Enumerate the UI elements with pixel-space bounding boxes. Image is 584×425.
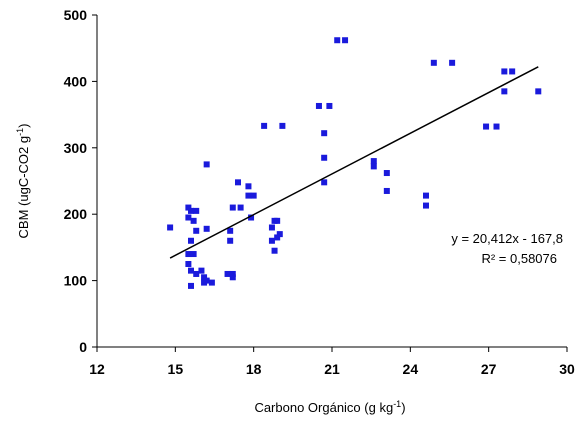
- trendline: [169, 66, 539, 259]
- point: [193, 227, 200, 234]
- point: [370, 158, 377, 165]
- x-axis-label-text: Carbono Orgánico (g kg: [254, 400, 393, 415]
- point: [167, 224, 174, 231]
- trendline-r2: R² = 0,58076: [481, 251, 557, 266]
- point: [383, 187, 390, 194]
- point: [229, 270, 236, 277]
- point: [279, 122, 286, 129]
- point: [315, 102, 322, 109]
- x-tick-label: 27: [481, 361, 497, 377]
- point: [235, 179, 241, 186]
- point: [326, 102, 333, 109]
- point: [423, 202, 429, 209]
- point: [321, 179, 328, 186]
- point: [201, 274, 208, 281]
- y-tick-label: 300: [64, 140, 88, 156]
- point: [190, 251, 197, 258]
- point: [274, 234, 281, 241]
- x-tick-label: 12: [89, 361, 105, 377]
- point: [201, 279, 208, 286]
- point: [268, 224, 275, 231]
- point: [321, 154, 328, 161]
- point: [188, 267, 194, 274]
- x-tick-label: 21: [324, 361, 340, 377]
- point: [276, 231, 283, 238]
- point: [185, 251, 192, 258]
- point: [185, 261, 192, 267]
- point: [274, 217, 281, 224]
- point: [250, 192, 257, 199]
- x-tick-label: 30: [559, 361, 575, 377]
- point: [271, 247, 278, 254]
- point: [449, 59, 456, 66]
- y-tick-label: 0: [79, 339, 87, 355]
- point: [321, 130, 328, 137]
- point: [227, 237, 234, 244]
- point: [501, 88, 508, 95]
- y-axis-label: CBM (ugC-CO2 g-1): [15, 124, 31, 239]
- point: [188, 207, 194, 214]
- x-tick-label: 18: [246, 361, 262, 377]
- y-tick-label: 500: [64, 7, 88, 23]
- point: [185, 204, 192, 211]
- point: [224, 270, 231, 277]
- y-axis-label-end: ): [16, 124, 31, 128]
- point: [245, 192, 252, 199]
- x-axis-label-sup: -1: [393, 399, 401, 409]
- x-axis-label-end: ): [401, 400, 405, 415]
- point: [509, 68, 516, 75]
- point: [430, 59, 437, 66]
- point: [334, 37, 341, 44]
- point: [245, 183, 252, 190]
- point: [237, 204, 244, 211]
- point: [190, 217, 197, 224]
- point: [188, 237, 194, 244]
- point: [535, 88, 542, 95]
- y-axis-label-sup: -1: [15, 128, 25, 136]
- point: [261, 122, 268, 129]
- y-tick-label: 100: [64, 273, 88, 289]
- point: [342, 37, 349, 44]
- point: [193, 207, 200, 214]
- point: [198, 267, 205, 274]
- trendline-equation: y = 20,412x - 167,8: [451, 231, 563, 246]
- point: [370, 163, 377, 170]
- x-axis-label: Carbono Orgánico (g kg-1): [254, 399, 405, 415]
- y-tick-label: 400: [64, 73, 88, 89]
- y-axis-label-text: CBM (ugC-CO2 g: [16, 136, 31, 239]
- point: [227, 227, 234, 234]
- point: [203, 225, 210, 232]
- point: [229, 274, 236, 281]
- point: [248, 214, 255, 221]
- point: [383, 170, 390, 177]
- x-tick-label: 15: [168, 361, 184, 377]
- point: [188, 282, 194, 289]
- x-tick-label: 24: [403, 361, 419, 377]
- point: [423, 192, 429, 199]
- point: [193, 270, 200, 277]
- point: [493, 123, 500, 130]
- y-tick-label: 200: [64, 206, 88, 222]
- point: [483, 123, 490, 130]
- point: [208, 279, 215, 286]
- point: [203, 161, 210, 168]
- point: [501, 68, 508, 75]
- point: [268, 237, 275, 244]
- point: [185, 214, 192, 221]
- point: [229, 204, 236, 211]
